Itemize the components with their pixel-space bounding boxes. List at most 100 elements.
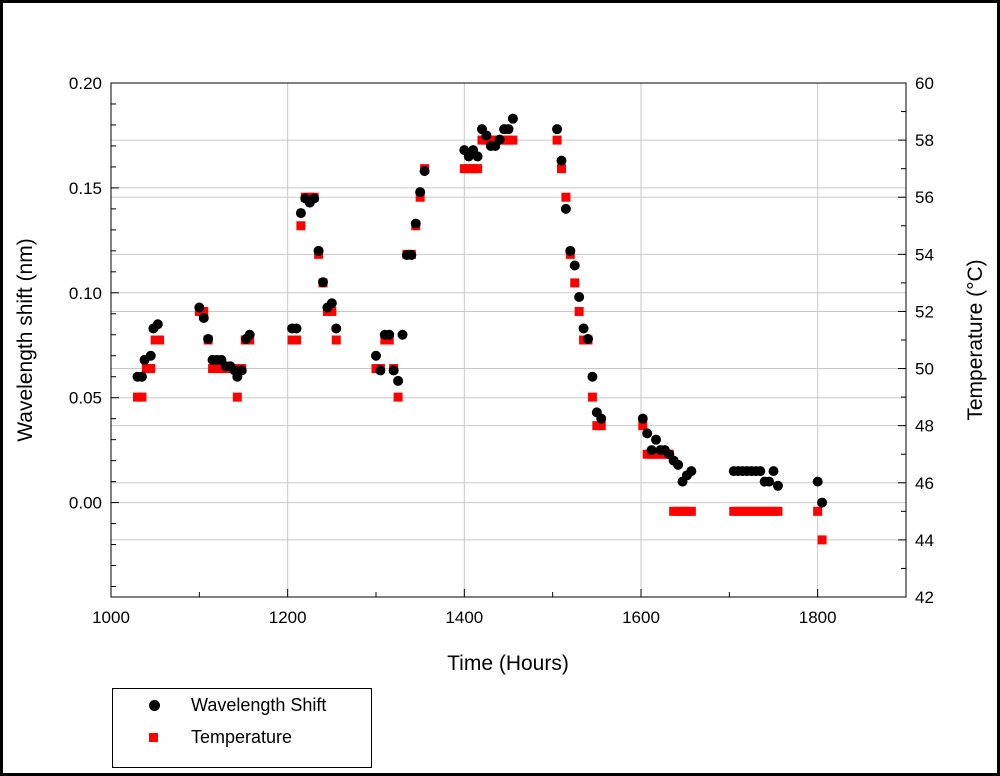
temperature-point [773, 506, 783, 516]
wavelength-shift-point [817, 497, 828, 508]
wavelength-shift-point [236, 365, 247, 376]
wavelength-shift-point [194, 302, 205, 313]
wavelength-shift-point [406, 250, 417, 261]
x-tick-label: 1000 [92, 608, 130, 627]
y-axis-left: 0.00 0.05 0.10 0.15 0.20 [69, 74, 119, 588]
wavelength-shift-point [419, 166, 430, 177]
temperature-point [570, 278, 580, 288]
legend-circle-marker [149, 699, 160, 711]
y-tick-label: 0.05 [69, 389, 102, 408]
temperature-point [596, 421, 606, 431]
temperature-point [327, 306, 337, 316]
temperature-point [587, 392, 597, 402]
temperature-point [686, 506, 696, 516]
temperature-point [415, 192, 425, 202]
plot-area-border [110, 82, 907, 598]
wavelength-shift-point [472, 151, 483, 162]
wavelength-shift-point [587, 371, 598, 382]
x-tick-label: 1800 [799, 608, 837, 627]
wavelength-shift-point [673, 459, 684, 470]
y2-tick-label: 60 [915, 74, 934, 93]
y-tick-label: 0.20 [69, 74, 102, 93]
wavelength-shift-point [295, 208, 306, 219]
temperature-point [813, 506, 823, 516]
wavelength-shift-point [309, 193, 320, 204]
wavelength-shift-point [569, 260, 580, 271]
wavelength-shift-point [326, 298, 337, 309]
y-tick-label: 0.00 [69, 494, 102, 513]
temperature-point [638, 421, 648, 431]
legend-label: Temperature [191, 726, 293, 747]
wavelength-shift-point [318, 277, 328, 288]
wavelength-shift-point [637, 413, 648, 424]
x-tick-label: 1400 [445, 608, 483, 627]
wavelength-shift-point [388, 365, 399, 376]
wavelength-shift-point [812, 476, 823, 487]
wavelength-shift-point [244, 329, 255, 340]
temperature-point [508, 135, 518, 145]
temperature-point [552, 135, 562, 145]
wavelength-shift-point [503, 124, 514, 135]
temperature-point [557, 164, 566, 174]
wavelength-shift-point [768, 466, 779, 477]
wavelength-shift-point [560, 203, 571, 214]
temperature-point [561, 192, 571, 202]
temperature-point [146, 364, 156, 374]
temperature-point [232, 392, 242, 402]
wavelength-shift-point [565, 245, 576, 256]
x-tick-label: 1200 [269, 608, 307, 627]
temperature-point [292, 335, 301, 345]
wavelength-shift-point [410, 218, 421, 229]
wavelength-shift-point [331, 323, 342, 334]
wavelength-shift-point [578, 323, 589, 334]
wavelength-shift-point [507, 113, 518, 124]
y2-tick-label: 44 [915, 531, 934, 550]
y2-tick-label: 50 [915, 360, 934, 379]
wavelength-shift-point [481, 130, 492, 141]
wavelength-shift-point [375, 365, 386, 376]
wavelength-shift-point [291, 323, 302, 334]
wavelength-shift-point [556, 155, 567, 166]
wavelength-shift-point [596, 413, 607, 424]
wavelength-shift-point [384, 329, 395, 340]
y-axis-right: 42 44 46 48 50 52 54 56 58 60 [898, 74, 934, 607]
wavelength-shift-point [646, 445, 657, 456]
legend-item-temperature: Temperature [113, 725, 371, 749]
legend-item-wavelength-shift: Wavelength Shift [113, 693, 371, 717]
y2-tick-label: 56 [915, 188, 934, 207]
x-tick-label: 1600 [622, 608, 660, 627]
temperature-point [137, 392, 147, 402]
data-points [132, 113, 828, 545]
legend-label: Wavelength Shift [191, 694, 327, 715]
y2-axis-label: Temperature (°C) [964, 259, 987, 420]
temperature-point [155, 335, 165, 345]
y2-tick-label: 46 [915, 474, 934, 493]
wavelength-shift-point [686, 466, 697, 477]
temperature-point [296, 221, 306, 231]
wavelength-shift-point [371, 350, 381, 361]
temperature-point [393, 392, 403, 402]
wavelength-shift-point [764, 476, 775, 487]
x-axis-label: Time (Hours) [447, 652, 569, 675]
x-axis: 1000 1200 1400 1600 1800 [92, 589, 907, 627]
temperature-point [199, 306, 209, 316]
wavelength-shift-point [755, 466, 766, 477]
wavelength-shift-point [772, 480, 783, 491]
wavelength-shift-point [152, 319, 163, 330]
y2-tick-label: 58 [915, 131, 934, 150]
temperature-point [574, 306, 584, 316]
legend-square-marker [149, 732, 158, 742]
y-tick-label: 0.15 [69, 179, 102, 198]
wavelength-shift-point [415, 187, 426, 198]
wavelength-shift-point [552, 124, 563, 135]
y2-tick-label: 48 [915, 417, 934, 436]
wavelength-shift-point [651, 434, 662, 445]
wavelength-shift-point [494, 134, 505, 145]
wavelength-shift-point [574, 291, 585, 302]
y2-tick-label: 52 [915, 302, 934, 321]
temperature-point [331, 335, 341, 345]
wavelength-shift-point [393, 375, 404, 386]
temperature-point [384, 335, 394, 345]
gridlines [111, 83, 906, 597]
